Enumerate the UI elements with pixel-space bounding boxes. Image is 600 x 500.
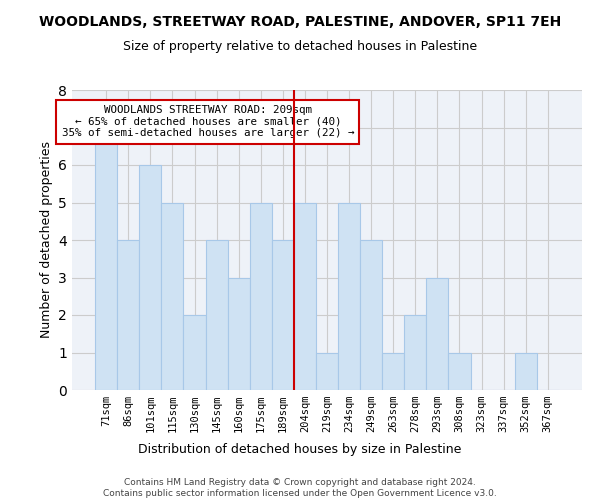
Bar: [139, 165, 161, 390]
Bar: [316, 352, 338, 390]
Bar: [117, 240, 139, 390]
Text: WOODLANDS STREETWAY ROAD: 209sqm
← 65% of detached houses are smaller (40)
35% o: WOODLANDS STREETWAY ROAD: 209sqm ← 65% o…: [62, 105, 354, 138]
Bar: [404, 315, 427, 390]
Y-axis label: Number of detached properties: Number of detached properties: [40, 142, 53, 338]
Bar: [250, 202, 272, 390]
Bar: [272, 240, 294, 390]
Bar: [360, 240, 382, 390]
Text: Size of property relative to detached houses in Palestine: Size of property relative to detached ho…: [123, 40, 477, 53]
Bar: [515, 352, 537, 390]
Text: Distribution of detached houses by size in Palestine: Distribution of detached houses by size …: [139, 442, 461, 456]
Bar: [294, 202, 316, 390]
Bar: [227, 278, 250, 390]
Bar: [448, 352, 470, 390]
Bar: [161, 202, 184, 390]
Text: WOODLANDS, STREETWAY ROAD, PALESTINE, ANDOVER, SP11 7EH: WOODLANDS, STREETWAY ROAD, PALESTINE, AN…: [39, 15, 561, 29]
Bar: [427, 278, 448, 390]
Bar: [184, 315, 206, 390]
Bar: [338, 202, 360, 390]
Bar: [206, 240, 227, 390]
Text: Contains HM Land Registry data © Crown copyright and database right 2024.
Contai: Contains HM Land Registry data © Crown c…: [103, 478, 497, 498]
Bar: [382, 352, 404, 390]
Bar: [95, 128, 117, 390]
